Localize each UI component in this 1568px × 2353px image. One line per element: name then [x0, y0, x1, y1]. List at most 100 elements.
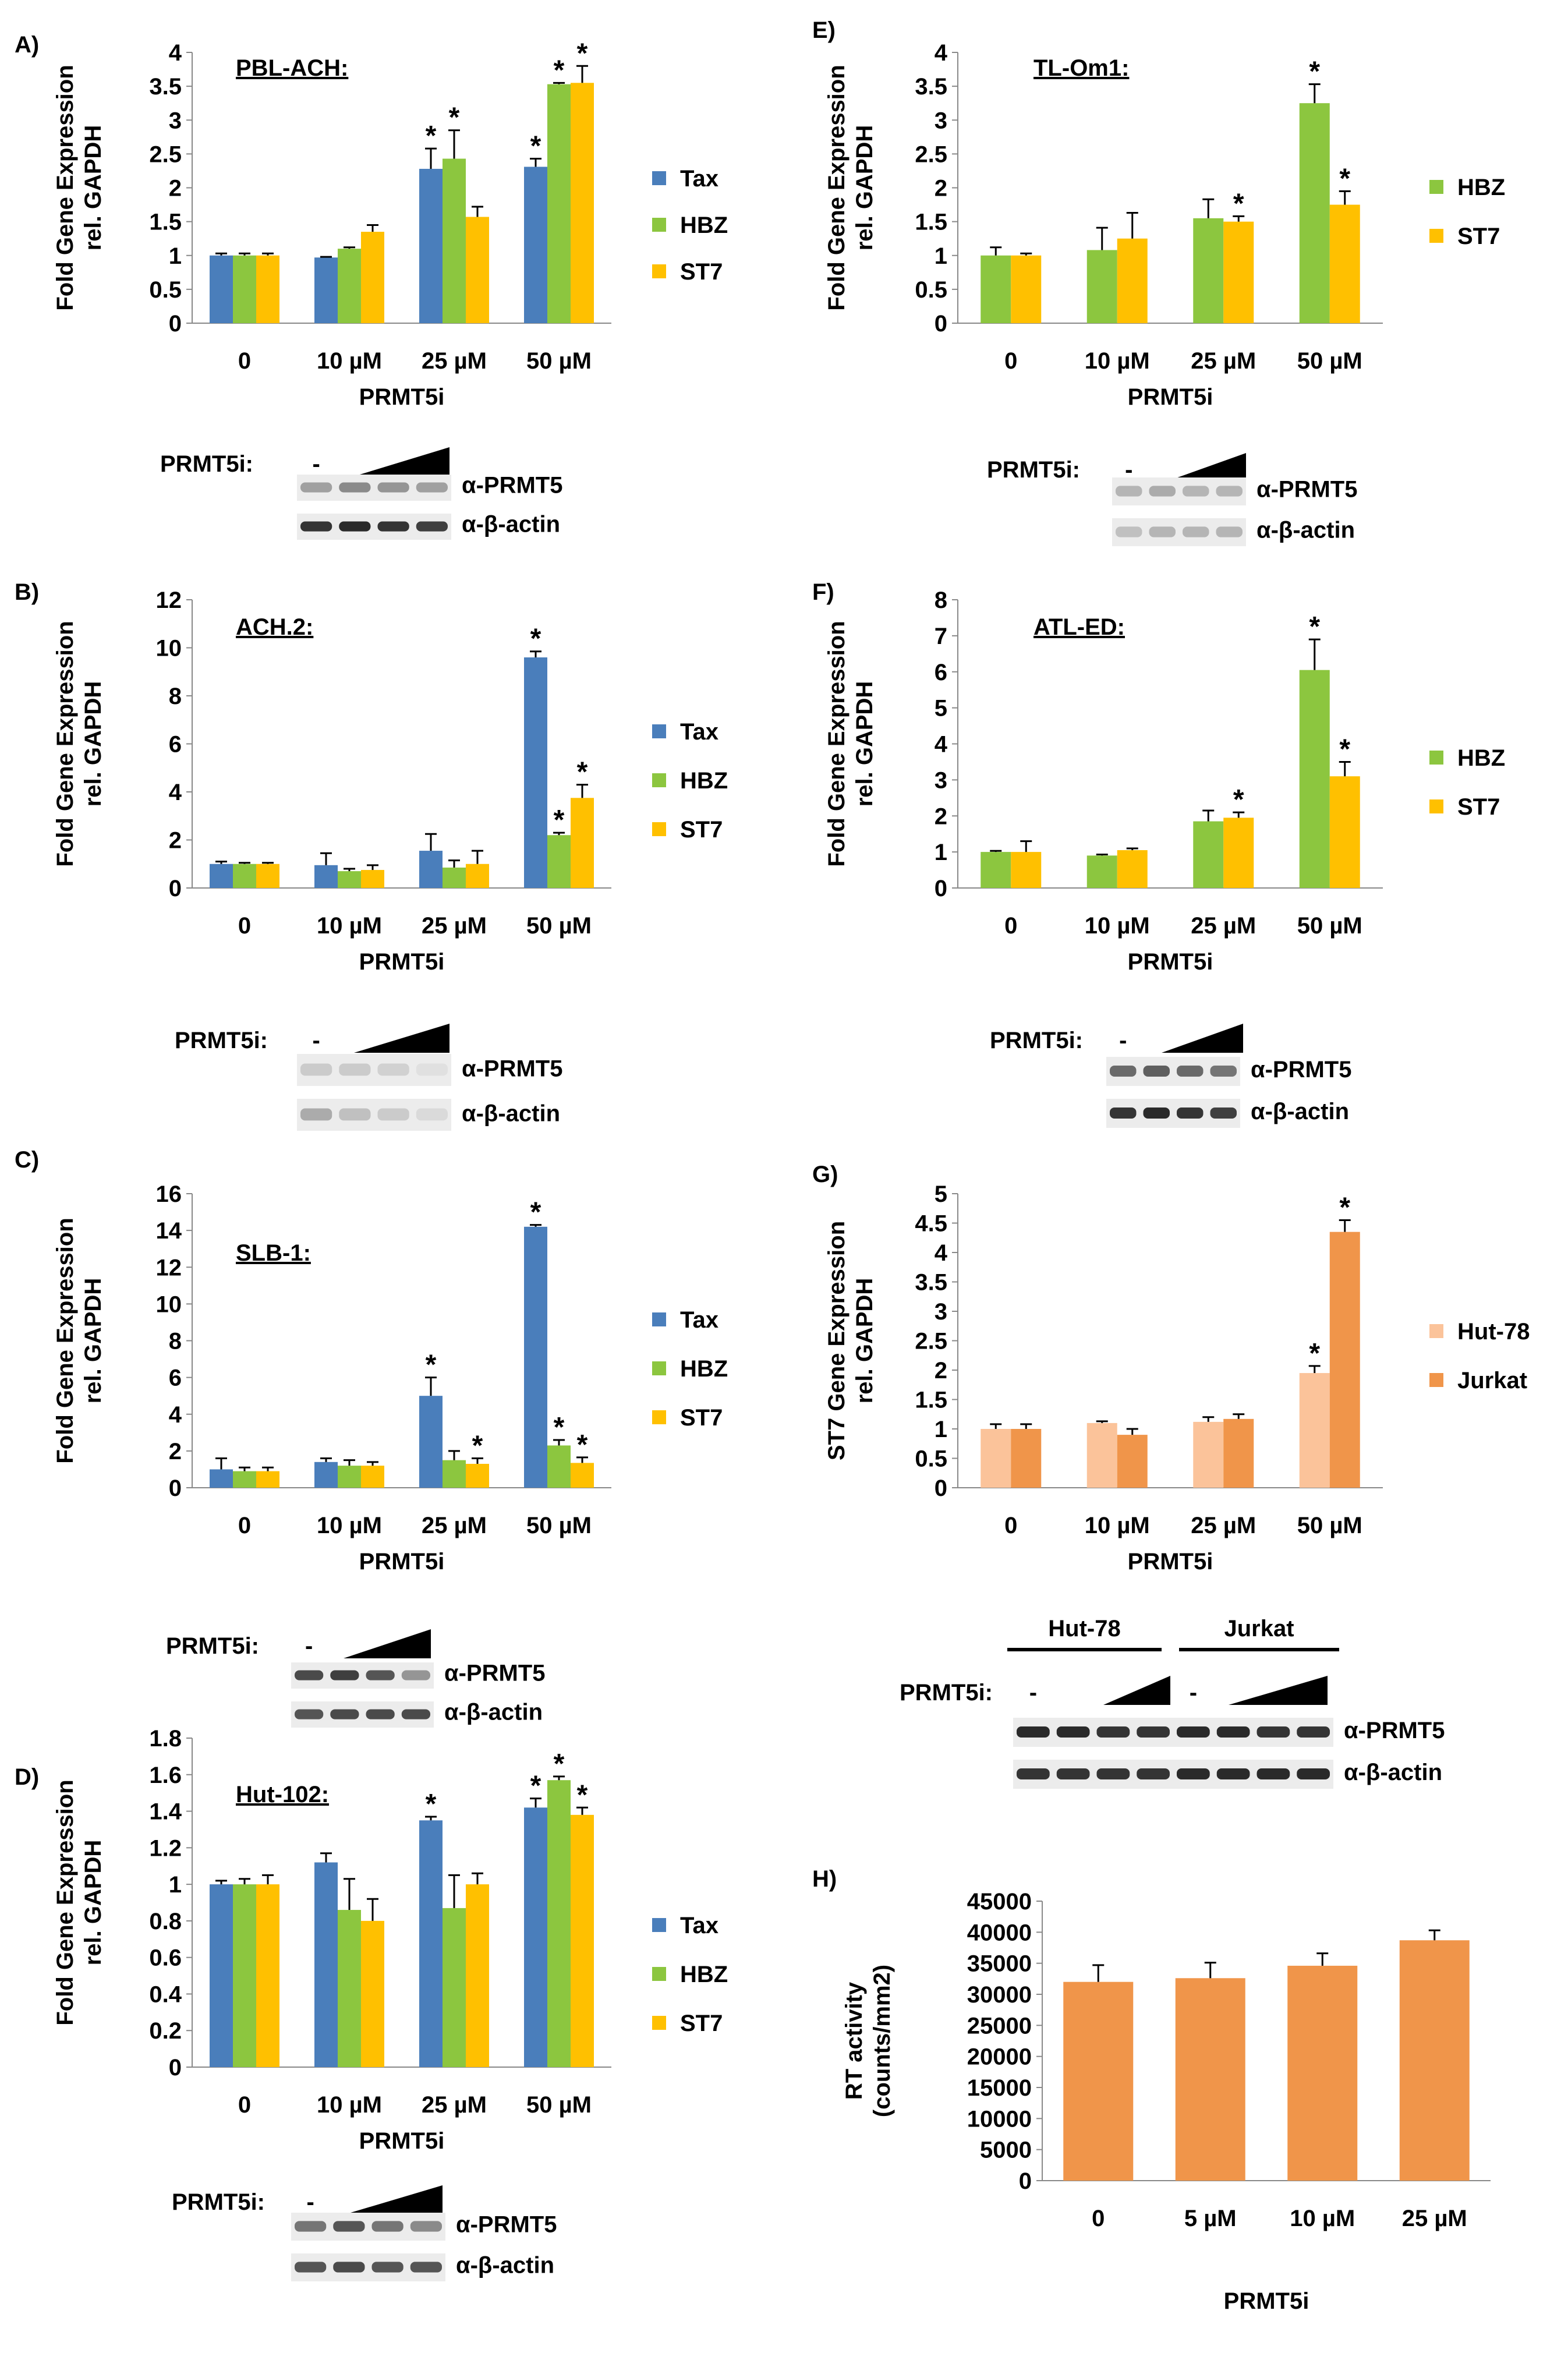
blot-band	[1216, 526, 1243, 537]
bar	[524, 657, 547, 888]
western-blot: PRMT5i: - α-PRMT5 α-β-actin	[172, 2185, 557, 2281]
dose-wedge	[354, 1024, 449, 1053]
blot-band	[333, 2262, 365, 2273]
blot-band	[339, 521, 371, 532]
significance-marker: *	[426, 1350, 437, 1381]
y-tick-label: 0	[169, 876, 182, 901]
chart-panel: D) Hut-102: 0 0.2 0.4 0.6 0.8 1 1.2 1.4 1.6 1.8 Fold…	[15, 1726, 728, 2154]
actin-blot-label: α-β-actin	[1256, 518, 1355, 543]
legend-label: Jurkat	[1457, 1368, 1527, 1393]
legend-label: HBZ	[680, 1356, 728, 1382]
bar	[443, 1460, 466, 1488]
actin-blot-label: α-β-actin	[444, 1700, 543, 1725]
bar	[210, 864, 233, 888]
significance-marker: *	[554, 1749, 565, 1779]
y-axis-title-line: rel. GAPDH	[80, 1278, 106, 1404]
x-axis-title: PRMT5i	[1224, 2288, 1309, 2314]
y-axis-title-line: rel. GAPDH	[852, 681, 877, 807]
bar	[571, 83, 594, 323]
bar	[524, 1226, 547, 1488]
y-tick-label: 1.2	[149, 1835, 182, 1861]
bar	[1329, 776, 1360, 888]
bar	[314, 1462, 338, 1488]
bar	[1117, 238, 1148, 323]
x-tick-label: 10 µM	[317, 1513, 382, 1538]
y-tick-label: 12	[156, 1255, 182, 1280]
y-tick-label: 3.5	[915, 74, 947, 100]
blot-minus-label: -	[312, 1028, 320, 1053]
chart-panel: A) PBL-ACH: 0 0.5 1 1.5 2 2.5 3 3.5 4 Fold Gene Exp…	[15, 32, 728, 410]
blot-band	[1143, 1107, 1170, 1119]
y-tick-label: 4	[935, 732, 948, 758]
x-tick-label: 25 µM	[1402, 2206, 1467, 2231]
blot-band	[300, 482, 332, 493]
y-tick-label: 4	[169, 40, 182, 66]
dose-wedge	[345, 2185, 443, 2214]
legend-swatch	[652, 1361, 666, 1375]
bar	[338, 1466, 361, 1488]
bar	[571, 798, 594, 888]
prmt5-blot-label: α-PRMT5	[444, 1661, 545, 1686]
y-axis-title-line: rel. GAPDH	[80, 125, 106, 251]
blot-band	[300, 1063, 332, 1076]
chart-panel: B) ACH.2: 0 2 4 6 8 10 12 Fold Gene Expression rel…	[15, 579, 728, 975]
x-tick-label: 0	[1092, 2206, 1105, 2231]
y-tick-label: 2	[935, 804, 947, 829]
blot-band	[330, 1709, 359, 1719]
significance-marker: *	[1339, 734, 1350, 765]
bar	[256, 1884, 279, 2067]
legend-label: Tax	[680, 1307, 718, 1333]
western-blot: PRMT5i: - α-PRMT5 α-β-actin	[990, 1024, 1351, 1128]
x-tick-label: 5 µM	[1184, 2206, 1237, 2231]
bar	[1175, 1978, 1245, 2181]
y-tick-label: 0	[169, 2055, 182, 2080]
y-tick-label: 8	[169, 684, 182, 709]
blot-treatment-label: PRMT5i:	[172, 2189, 265, 2215]
dose-wedge	[1229, 1676, 1328, 1705]
bar	[1299, 1373, 1330, 1488]
x-tick-label: 10 µM	[1290, 2206, 1355, 2231]
x-tick-label: 50 µM	[1297, 1513, 1362, 1538]
bar	[547, 1445, 571, 1488]
x-tick-label: 25 µM	[1191, 1513, 1256, 1538]
chart-panel: F) ATL-ED: 0 1 2 3 4 5 6 7 8 Fold Gene Expression re…	[812, 579, 1505, 975]
y-tick-label: 0	[935, 311, 947, 337]
x-tick-label: 50 µM	[526, 348, 592, 374]
y-tick-label: 1	[169, 1872, 182, 1898]
bar	[233, 1884, 256, 2067]
bar	[210, 255, 233, 323]
actin-blot-label: α-β-actin	[1251, 1099, 1349, 1124]
bar	[547, 1780, 571, 2067]
y-tick-label: 10000	[967, 2106, 1032, 2132]
panel-letter: C)	[15, 1147, 39, 1173]
y-tick-label: 0	[935, 876, 947, 901]
bar	[338, 1910, 361, 2067]
y-tick-label: 7	[935, 624, 947, 649]
significance-marker: *	[530, 624, 541, 654]
y-tick-label: 2.5	[149, 141, 182, 167]
blot-band	[300, 1108, 332, 1121]
x-tick-label: 50 µM	[526, 1513, 592, 1538]
legend-label: ST7	[680, 2011, 723, 2036]
x-tick-label: 25 µM	[422, 348, 487, 374]
blot-band	[1177, 1726, 1210, 1738]
y-tick-label: 20000	[967, 2044, 1032, 2070]
actin-blot-label: α-β-actin	[456, 2253, 554, 2278]
blot-band	[1256, 1768, 1290, 1779]
bar	[1011, 852, 1042, 888]
blot-group-label: Hut-78	[1048, 1616, 1120, 1641]
legend-label: ST7	[1457, 794, 1500, 820]
blot-band	[1149, 486, 1176, 497]
prmt5-blot-label: α-PRMT5	[456, 2212, 557, 2238]
bar	[314, 865, 338, 888]
y-tick-label: 4	[169, 1402, 182, 1428]
y-tick-label: 0.5	[915, 1446, 947, 1472]
y-axis-title-line: rel. GAPDH	[80, 1840, 106, 1966]
significance-marker: *	[530, 1771, 541, 1802]
y-axis-title: RT activity (counts/mm2)	[841, 1965, 895, 2117]
y-axis-title-line: Fold Gene Expression	[824, 65, 850, 310]
bar	[466, 864, 489, 888]
western-blot: PRMT5i: - - Hut-78 Jurkat α-PRMT5 α-β-actin	[900, 1616, 1445, 1789]
legend-swatch	[652, 773, 666, 787]
y-tick-label: 14	[156, 1218, 182, 1244]
